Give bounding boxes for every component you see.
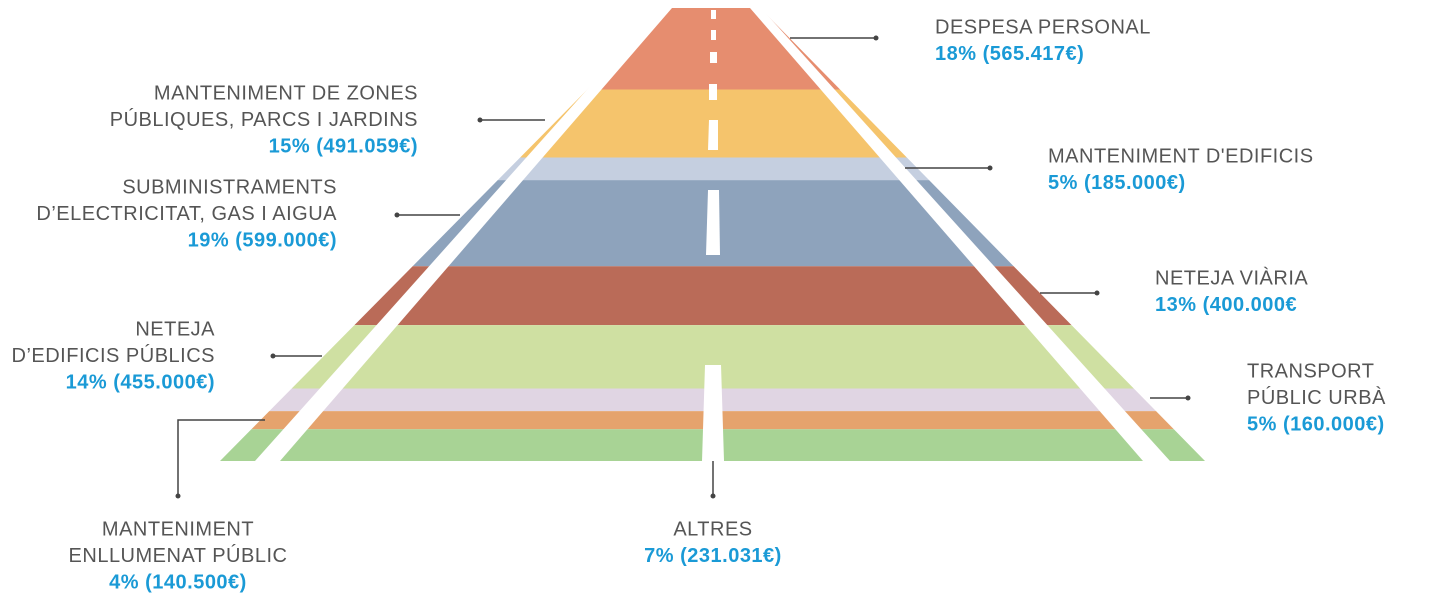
leader-dot [711,494,716,499]
lane-dash [702,365,724,461]
value-label: 15% (491.059€) [269,135,418,157]
leader-dot [988,166,993,171]
category-label: DESPESA PERSONAL [935,16,1151,38]
leader-dot [874,36,879,41]
leader-dot [271,354,276,359]
lane-dash [710,52,717,63]
value-label: 7% (231.031€) [644,545,782,567]
band [354,266,1071,325]
leader-dot [478,118,483,123]
category-label: MANTENIMENT [102,518,254,540]
value-label: 18% (565.417€) [935,43,1084,65]
value-label: 19% (599.000€) [188,229,337,251]
category-label: ALTRES [673,518,752,540]
category-label: TRANSPORT [1247,360,1374,382]
value-label: 4% (140.500€) [109,571,247,593]
category-label: PÚBLIC URBÀ [1247,386,1386,409]
category-label: NETEJA [135,318,215,340]
leader-dot [395,213,400,218]
lane-dash [708,120,718,150]
category-label: SUBMINISTRAMENTS [122,176,337,198]
lane-dash [706,190,720,255]
road-chart: DESPESA PERSONAL 18% (565.417€) MANTENIMEN… [0,0,1437,593]
lane-dash [711,10,716,19]
category-label: NETEJA VIÀRIA [1155,266,1308,289]
category-label: MANTENIMENT D'EDIFICIS [1048,145,1314,167]
category-label: PÚBLIQUES, PARCS I JARDINS [110,108,418,131]
lane-dash [709,84,717,100]
value-label: 14% (455.000€) [66,371,215,393]
leader-dot [1186,396,1191,401]
value-label: 5% (160.000€) [1247,413,1385,435]
category-label: D’ELECTRICITAT, GAS I AIGUA [36,203,337,225]
category-label: ENLLUMENAT PÚBLIC [69,544,288,567]
category-label: D’EDIFICIS PÚBLICS [12,344,215,367]
leader-dot [1095,291,1100,296]
value-label: 5% (185.000€) [1048,172,1186,194]
leader-dot [176,494,181,499]
category-label: MANTENIMENT DE ZONES [154,82,418,104]
value-label: 13% (400.000€ [1155,294,1297,316]
lane-dash [711,30,716,40]
band [498,157,929,180]
